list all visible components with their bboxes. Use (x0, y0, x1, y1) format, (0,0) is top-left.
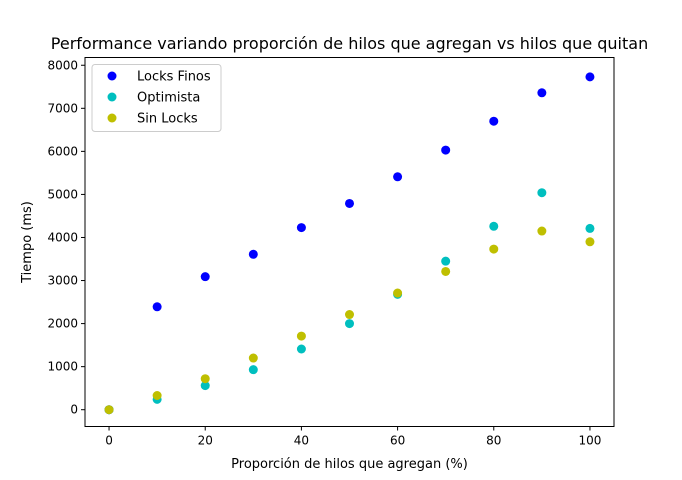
legend-label-locks-finos: Locks Finos (137, 70, 211, 85)
data-point-locks-finos (585, 72, 595, 82)
y-tick-label: 6000 (47, 144, 78, 158)
x-tick-label: 60 (390, 434, 405, 448)
y-tick-label: 4000 (47, 230, 78, 244)
data-point-sin-locks (393, 288, 403, 298)
data-point-locks-finos (441, 145, 451, 155)
y-axis: 0 1000 2000 3000 4000 5000 6000 7000 8000 (47, 58, 85, 417)
data-point-locks-finos (537, 88, 547, 98)
y-tick-label: 1000 (47, 360, 78, 374)
data-point-locks-finos (489, 116, 499, 126)
data-point-optimista (200, 381, 210, 391)
x-tick-label: 0 (105, 434, 113, 448)
chart-title: Performance variando proporción de hilos… (51, 34, 648, 53)
data-point-locks-finos (248, 249, 258, 259)
data-point-sin-locks (537, 226, 547, 236)
legend: Locks Finos Optimista Sin Locks (91, 64, 222, 132)
data-point-sin-locks (296, 331, 306, 341)
data-point-sin-locks (248, 353, 258, 363)
data-point-locks-finos (296, 223, 306, 233)
x-tick-label: 20 (198, 434, 213, 448)
data-point-locks-finos (345, 198, 354, 208)
plot-frame (84, 57, 615, 427)
data-point-optimista (537, 188, 547, 198)
legend-marker-optimista (107, 92, 117, 102)
data-point-optimista (489, 221, 499, 231)
data-point-sin-locks (489, 244, 499, 254)
data-point-locks-finos (152, 302, 162, 312)
data-point-sin-locks (585, 237, 595, 247)
data-point-optimista (441, 256, 451, 266)
series-locks-finos (104, 72, 595, 415)
data-point-optimista (345, 319, 354, 329)
y-tick-label: 2000 (47, 317, 78, 331)
plot-area (104, 72, 595, 415)
legend-box (91, 64, 222, 132)
x-axis: 0 20 40 60 80 100 (105, 426, 602, 448)
legend-marker-sin-locks (107, 113, 117, 123)
y-axis-label: Tiempo (ms) (20, 201, 35, 284)
x-tick-label: 80 (486, 434, 501, 448)
y-tick-label: 7000 (47, 101, 78, 115)
data-point-optimista (248, 365, 258, 375)
x-axis-label: Proporción de hilos que agregan (%) (231, 457, 468, 472)
data-point-locks-finos (200, 272, 210, 282)
legend-label-optimista: Optimista (137, 91, 200, 106)
y-tick-label: 0 (70, 403, 78, 417)
data-point-sin-locks (345, 310, 354, 320)
legend-marker-locks-finos (107, 71, 117, 81)
y-tick-label: 5000 (47, 187, 78, 201)
data-point-locks-finos (393, 172, 403, 182)
series-sin-locks (104, 226, 595, 415)
legend-label-sin-locks: Sin Locks (137, 112, 198, 127)
y-tick-label: 8000 (47, 58, 78, 72)
x-tick-label: 100 (579, 434, 602, 448)
data-point-optimista (585, 223, 595, 233)
data-point-sin-locks (152, 390, 162, 400)
y-tick-label: 3000 (47, 274, 78, 288)
x-tick-label: 40 (294, 434, 309, 448)
data-point-sin-locks (200, 374, 210, 384)
data-point-sin-locks (441, 266, 451, 276)
data-point-sin-locks (104, 405, 114, 415)
data-point-optimista (296, 344, 306, 354)
